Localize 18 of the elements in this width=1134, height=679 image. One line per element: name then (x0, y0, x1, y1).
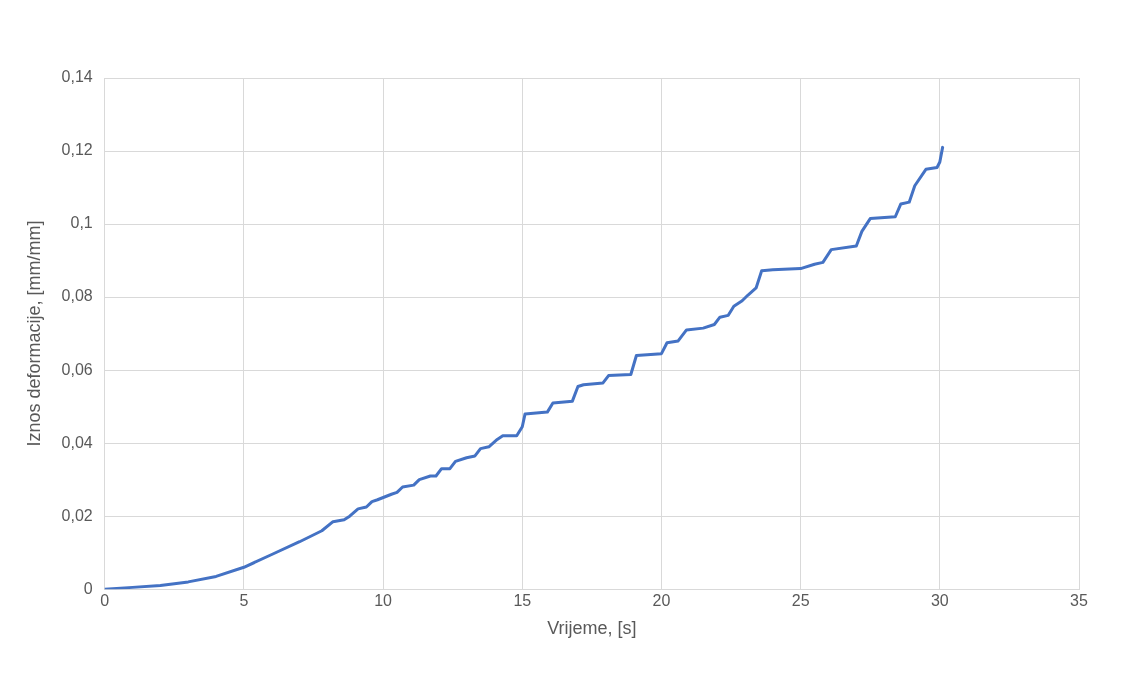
y-tick-label: 0,02 (61, 506, 93, 524)
x-tick-label: 25 (791, 592, 810, 610)
x-tick-label: 0 (100, 592, 110, 610)
y-tick-label: 0,08 (61, 287, 93, 305)
y-tick-label: 0,14 (61, 68, 93, 86)
x-tick-label: 35 (1070, 592, 1088, 610)
y-tick-label: 0,1 (70, 214, 93, 232)
x-tick-label: 30 (930, 592, 949, 610)
x-tick-label: 15 (513, 592, 532, 610)
y-tick-label: 0,04 (61, 433, 93, 451)
x-axis-title: Vrijeme, [s] (547, 618, 637, 639)
y-axis-title: Iznos deformacije, [mm/mm] (23, 220, 44, 447)
x-tick-label: 20 (652, 592, 671, 610)
x-tick-label: 5 (239, 592, 249, 610)
y-tick-label: 0 (83, 579, 93, 597)
y-tick-label: 0,12 (61, 141, 93, 159)
y-tick-label: 0,06 (61, 360, 93, 378)
x-tick-label: 10 (374, 592, 393, 610)
